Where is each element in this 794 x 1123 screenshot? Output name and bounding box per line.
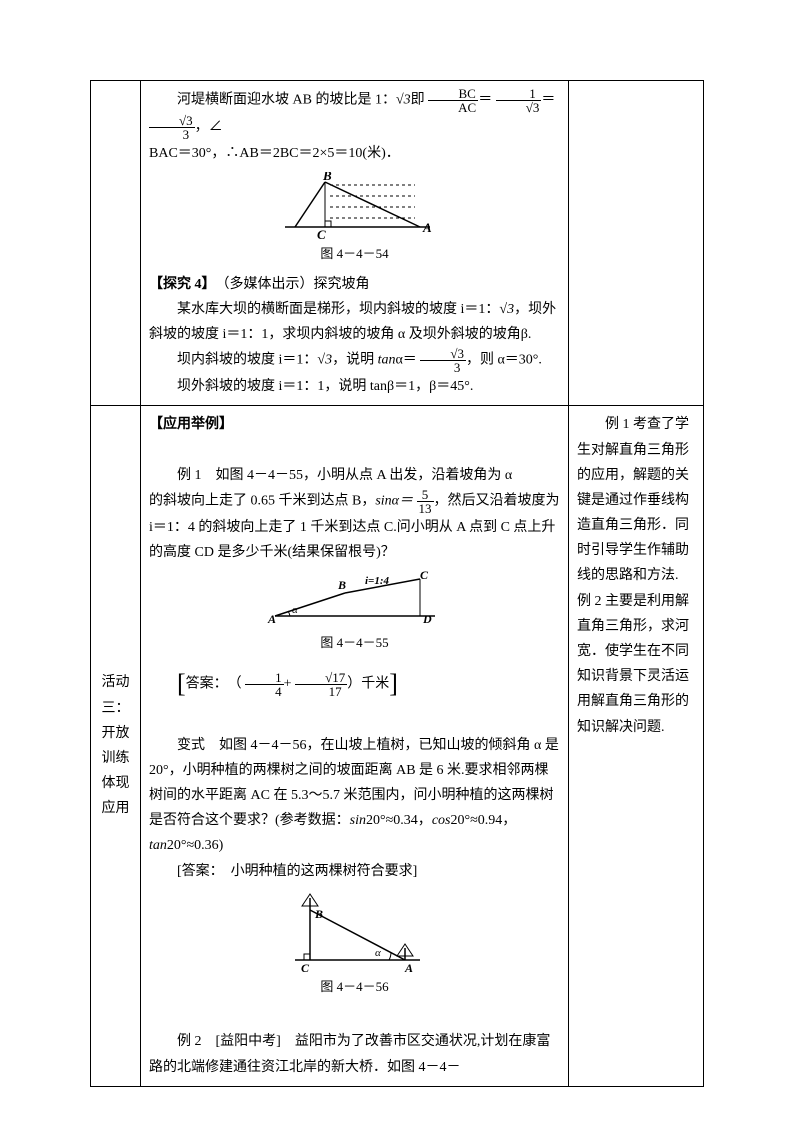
- app-title: 【应用举例】: [149, 412, 560, 437]
- tree-diagram: B C A α: [275, 890, 435, 975]
- var-label: 变式: [177, 738, 205, 753]
- cos: cos: [432, 813, 451, 828]
- fig-label: 图 4－4－54: [149, 242, 560, 265]
- mid-cell-2: 【应用举例】 例 1 如图 4－4－55，小明从点 A 出发，沿着坡角为 α 的…: [141, 406, 569, 1086]
- ex1-p1: 例 1 如图 4－4－55，小明从点 A 出发，沿着坡角为 α: [149, 463, 560, 488]
- text: 即: [411, 93, 425, 108]
- mid-cell-1: 河堤横断面迎水坡 AB 的坡比是 1：√3即 BCAC＝ 1√3＝ √33，∠ …: [141, 81, 569, 406]
- text: 的斜坡向上走了 0.65 千米到达点 B，: [149, 494, 375, 509]
- frac-sqrt3-3: √33: [149, 114, 195, 141]
- text: 答案：: [186, 676, 221, 691]
- text: ，∠: [195, 120, 223, 135]
- frac-bc-ac: BCAC: [428, 87, 478, 114]
- text: 20°≈0.34，: [366, 813, 432, 828]
- text: α＝: [395, 353, 416, 368]
- lesson-table: 河堤横断面迎水坡 AB 的坡比是 1：√3即 BCAC＝ 1√3＝ √33，∠ …: [90, 80, 704, 1087]
- svg-text:C: C: [317, 227, 326, 242]
- svg-text:B: B: [314, 907, 323, 921]
- table-row-2: 活动三：开放训练体现应用 【应用举例】 例 1 如图 4－4－55，小明从点 A…: [91, 406, 704, 1086]
- svg-text:B: B: [337, 578, 346, 592]
- plus: +: [284, 676, 292, 691]
- text: 某水库大坝的横断面是梯形，坝内斜坡的坡度 i＝1：: [177, 302, 499, 317]
- text: [益阳中考] 益阳市为了改善市区交通状况,计划在康富路的北端修建通往资江北岸的新…: [149, 1034, 550, 1074]
- figure-4-4-56: B C A α 图 4－4－56: [149, 890, 560, 998]
- right-cell-1: [569, 81, 704, 406]
- var-p: 变式 如图 4－4－56，在山坡上植树，已知山坡的倾斜角 α 是 20°，小明种…: [149, 733, 560, 859]
- r1-p2: 坝内斜坡的坡度 i＝1：√3，说明 tanα＝ √33，则 α＝30°.: [149, 347, 560, 374]
- svg-text:A: A: [422, 220, 432, 235]
- table-row-1: 河堤横断面迎水坡 AB 的坡比是 1：√3即 BCAC＝ 1√3＝ √33，∠ …: [91, 81, 704, 406]
- text: （: [235, 676, 242, 691]
- text: 20°≈0.94，: [450, 813, 516, 828]
- tanjiu4-title: 【探究 4】 （多媒体出示）探究坡角: [149, 272, 560, 297]
- note-ex1: 例 1 考查了学生对解直角三角形的应用，解题的关键是通过作垂线构造直角三角形．同…: [577, 412, 695, 739]
- right-cell-2: 例 1 考查了学生对解直角三角形的应用，解题的关键是通过作垂线构造直角三角形．同…: [569, 406, 704, 1086]
- subtitle: （多媒体出示）探究坡角: [223, 277, 370, 292]
- frac-sqrt17-17: √1717: [295, 671, 347, 698]
- slope-diagram-2: A B C D i=1:4 α: [260, 571, 450, 631]
- activity-label: 活动三：开放训练体现应用: [99, 670, 132, 821]
- text: 坝内斜坡的坡度 i＝1：: [177, 353, 317, 368]
- r1-p1: 某水库大坝的横断面是梯形，坝内斜坡的坡度 i＝1：√3，坝外斜坡的坡度 i＝1：…: [149, 297, 560, 347]
- slope-diagram-1: B C A: [275, 172, 435, 242]
- text: ，则 α＝30°.: [466, 353, 542, 368]
- figure-4-4-55: A B C D i=1:4 α 图 4－4－55: [149, 571, 560, 654]
- fig-label: 图 4－4－56: [149, 975, 560, 998]
- left-cell-1: [91, 81, 141, 406]
- r1-p3: 坝外斜坡的坡度 i＝1：1，说明 tanβ＝1，β＝45°.: [149, 374, 560, 399]
- svg-text:C: C: [301, 961, 310, 975]
- text: ，说明: [332, 353, 378, 368]
- svg-text:i=1:4: i=1:4: [365, 575, 389, 587]
- svg-text:A: A: [267, 612, 276, 626]
- frac-1-4: 14: [245, 671, 284, 698]
- svg-text:D: D: [422, 612, 432, 626]
- sin: sinα＝: [375, 494, 413, 509]
- svg-text:C: C: [420, 571, 429, 582]
- text: 如图 4－4－55，小明从点 A 出发，沿着坡角为 α: [216, 468, 513, 483]
- text: 河堤横断面迎水坡 AB 的坡比是 1：: [177, 93, 396, 108]
- ex1-p2: 的斜坡向上走了 0.65 千米到达点 B，sinα＝ 513，然后又沿着坡度为 …: [149, 488, 560, 565]
- tan: tan: [149, 838, 167, 853]
- frac-5-13: 513: [417, 488, 434, 515]
- svg-text:α: α: [375, 947, 381, 959]
- frac-1-sqrt3: 1√3: [496, 87, 542, 114]
- tan: tan: [378, 353, 396, 368]
- text: 20°≈0.36): [167, 838, 223, 853]
- frac-sqrt3-3b: √33: [420, 347, 466, 374]
- title-text: 【探究 4】: [149, 277, 209, 292]
- ex2-label: 例 2: [177, 1034, 202, 1049]
- answer2: [答案： 小明种植的这两棵树符合要求]: [149, 859, 560, 884]
- answer1: [答案： （ 14+ √1717）千米]: [149, 661, 560, 708]
- svg-text:α: α: [292, 604, 298, 616]
- sin: sin: [350, 813, 366, 828]
- text: ）千米: [347, 676, 389, 691]
- svg-text:B: B: [322, 172, 332, 183]
- fig-label: 图 4－4－55: [149, 631, 560, 654]
- r1-line1: 河堤横断面迎水坡 AB 的坡比是 1：√3即 BCAC＝ 1√3＝ √33，∠: [149, 87, 560, 141]
- figure-4-4-54: B C A 图 4－4－54: [149, 172, 560, 265]
- ex1-label: 例 1: [177, 468, 202, 483]
- r1-line2: BAC＝30°，∴AB＝2BC＝2×5＝10(米)．: [149, 141, 560, 166]
- left-cell-2: 活动三：开放训练体现应用: [91, 406, 141, 1086]
- ex2-p: 例 2 [益阳中考] 益阳市为了改善市区交通状况,计划在康富路的北端修建通往资江…: [149, 1029, 560, 1079]
- svg-text:A: A: [404, 961, 413, 975]
